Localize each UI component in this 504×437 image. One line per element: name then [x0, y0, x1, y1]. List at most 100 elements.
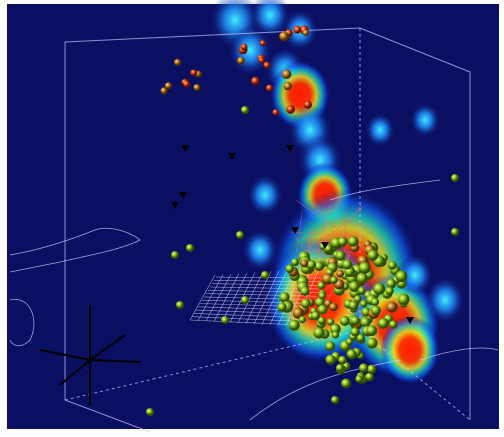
sphere: [171, 251, 179, 259]
mesh-line: [203, 296, 315, 301]
heat-blob: [365, 112, 395, 148]
sphere: [330, 276, 338, 285]
heat-blob: [425, 277, 465, 323]
axis: [89, 359, 141, 363]
sphere: [373, 282, 386, 295]
sphere: [317, 316, 326, 325]
sphere: [300, 286, 310, 296]
sphere: [317, 304, 328, 315]
marker: [228, 153, 236, 160]
marker: [291, 227, 299, 234]
sphere: [283, 82, 292, 91]
sphere: [277, 302, 287, 312]
sphere: [367, 249, 379, 261]
sphere-layer: [146, 25, 459, 416]
sphere: [146, 408, 154, 416]
sphere: [190, 69, 198, 77]
sphere: [342, 259, 353, 270]
mesh-line: [302, 238, 357, 244]
sphere: [341, 378, 352, 389]
axis: [59, 359, 91, 386]
sphere: [301, 298, 311, 309]
mesh-line: [289, 227, 314, 320]
sphere: [241, 106, 249, 114]
marker: [321, 242, 329, 249]
sphere: [160, 87, 168, 95]
sphere: [350, 327, 360, 337]
bounding-box: [64, 27, 471, 433]
sphere: [398, 293, 410, 306]
heat-blob: [247, 174, 283, 216]
sphere: [279, 31, 289, 42]
sphere: [386, 301, 398, 313]
mesh-line: [295, 199, 340, 231]
mesh-line: [294, 235, 349, 315]
mesh-line: [189, 274, 216, 321]
sphere: [336, 269, 344, 278]
axes-gizmo: [39, 305, 141, 405]
mesh-line: [201, 299, 313, 304]
mesh-line: [215, 276, 327, 279]
sphere: [326, 318, 335, 326]
axis: [89, 334, 126, 361]
sphere: [389, 320, 398, 329]
mesh-line: [290, 231, 351, 237]
sphere: [358, 363, 369, 373]
sphere: [348, 300, 359, 311]
mesh-line: [205, 293, 317, 297]
sphere: [366, 325, 378, 337]
sphere: [293, 25, 302, 34]
sphere: [321, 273, 334, 285]
sphere: [241, 296, 249, 304]
sphere: [356, 272, 368, 284]
sphere: [348, 281, 360, 292]
road: [9, 298, 35, 347]
sphere: [365, 372, 374, 382]
marker: [406, 317, 414, 324]
road: [329, 179, 441, 201]
marker: [286, 145, 294, 152]
sphere: [251, 76, 260, 86]
sphere: [366, 337, 378, 349]
sphere: [285, 264, 295, 273]
mesh-line: [245, 271, 272, 324]
sphere: [286, 105, 295, 114]
axis: [39, 349, 91, 361]
sphere: [291, 258, 300, 267]
sphere: [360, 316, 371, 328]
sphere: [346, 349, 357, 360]
road: [249, 359, 401, 421]
sphere: [366, 364, 377, 374]
sphere: [193, 84, 201, 92]
mesh-line: [330, 221, 344, 321]
sphere: [339, 315, 350, 327]
sphere: [298, 315, 307, 324]
sphere: [331, 331, 340, 339]
sphere: [325, 341, 336, 352]
sphere: [360, 300, 368, 308]
mesh-line: [295, 210, 303, 253]
sphere: [240, 43, 248, 51]
sphere: [265, 84, 274, 92]
mesh-line: [340, 218, 370, 229]
marker: [171, 202, 179, 209]
sphere: [261, 271, 269, 279]
sphere: [358, 261, 371, 274]
box-edge: [64, 329, 361, 401]
box-edge: [64, 27, 471, 420]
sphere: [292, 307, 305, 319]
sphere: [317, 281, 326, 290]
mesh-line: [261, 270, 288, 325]
sphere: [335, 250, 346, 261]
sphere: [451, 228, 459, 236]
sphere: [281, 69, 292, 80]
sphere: [313, 327, 325, 339]
sphere: [451, 174, 459, 182]
sphere: [306, 260, 317, 270]
mesh-line: [191, 316, 303, 322]
sphere: [263, 61, 271, 69]
road: [9, 227, 141, 273]
site-outline: [9, 179, 499, 421]
sphere: [164, 82, 172, 90]
